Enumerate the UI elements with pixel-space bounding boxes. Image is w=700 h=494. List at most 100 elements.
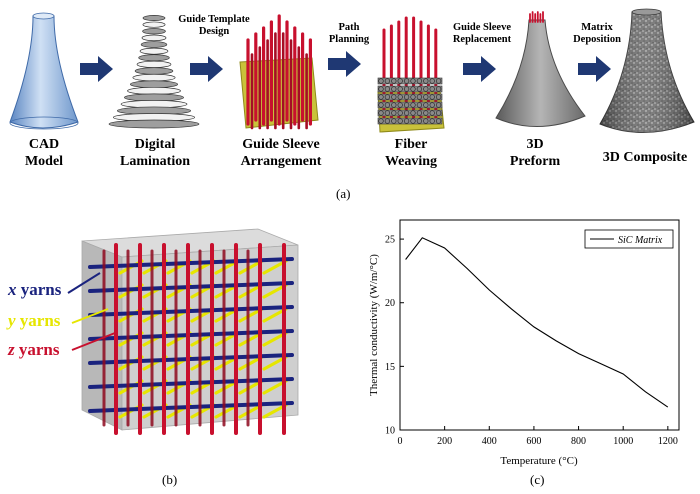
x-yarns-label: x yarns (8, 280, 62, 299)
x-tick-label: 800 (571, 436, 586, 447)
stage-label-3d-composite: 3D Composite (602, 150, 688, 165)
stage-label-digital-lamination: Digital Lamination (119, 137, 190, 169)
fiber-loop (435, 78, 442, 84)
lamination-slice (129, 80, 179, 89)
fiber-loop (397, 86, 403, 92)
fiber-loop (423, 94, 429, 100)
arrow-2-icon (190, 56, 223, 82)
woven-fiber-layer (377, 109, 443, 117)
fiber-loop (429, 110, 435, 116)
y-tick-label: 25 (385, 235, 395, 246)
fiber-loop (435, 94, 442, 100)
fiber-loop (397, 94, 403, 100)
woven-fiber-layer (377, 117, 443, 125)
fiber-loop (410, 118, 416, 124)
fiber-loop (435, 110, 442, 116)
arrow-1-icon (80, 56, 113, 82)
series-line-sic-matrix (405, 237, 669, 408)
fiber-loop (423, 118, 429, 124)
step-label-guide-template-design: Guide Template Design (178, 14, 250, 37)
fiber-loop (423, 86, 429, 92)
fiber-loop (391, 78, 397, 84)
lamination-slice (139, 47, 169, 55)
fiber-loop (403, 102, 410, 108)
fiber-loop (397, 78, 403, 84)
fiber-loop (378, 110, 384, 116)
fiber-loop (416, 118, 423, 124)
lamination-slice (138, 54, 170, 62)
fiber-loop (384, 78, 391, 84)
panel-a-label: (a) (336, 186, 351, 201)
fiber-loop (429, 118, 435, 124)
fiber-loop (410, 102, 416, 108)
guide-sleeve-arrangement-shape (239, 14, 319, 130)
fiber-loop (429, 86, 435, 92)
arrow-5-icon (578, 56, 611, 82)
x-tick-label: 1200 (658, 436, 678, 447)
step-label-guide-sleeve-replacement: Guide Sleeve Replacement (452, 22, 512, 45)
y-yarns-label: y yarns (8, 311, 61, 330)
fiber-loop (410, 94, 416, 100)
fiber-loop (403, 118, 410, 124)
panel-b-label: (b) (162, 472, 178, 487)
fiber-loop (397, 102, 403, 108)
lamination-slice (108, 119, 200, 129)
fiber-loop (378, 78, 384, 84)
y-axis-label: Thermal conductivity (W/m/°C) (368, 254, 380, 396)
3d-composite-shape (599, 8, 695, 133)
x-tick-label: 200 (437, 436, 452, 447)
legend: SiC Matrix (584, 229, 674, 249)
lamination-slice (132, 73, 176, 82)
fiber-loop (416, 86, 423, 92)
fiber-loop (416, 102, 423, 108)
fiber-loop (391, 110, 397, 116)
step-label-path-planning: Path Planning (328, 22, 370, 45)
lamination-slice (142, 15, 166, 21)
y-tick-label: 15 (385, 362, 395, 373)
stage-label-cad-model: CAD Model (24, 137, 64, 169)
z-yarns-label: z yarns (8, 340, 60, 359)
fiber-loop (410, 86, 416, 92)
x-yarns-leader (67, 272, 101, 294)
fiber-loop (391, 102, 397, 108)
fiber-loop (397, 118, 403, 124)
thermal-conductivity-chart: 0 200 400 600 800 1000 1200 10 15 20 25 SiC Matrix… (368, 219, 680, 467)
y-tick-label: 10 (385, 426, 395, 437)
lamination-slice (127, 86, 181, 95)
panel-a-graphics (9, 8, 695, 133)
arrow-3-icon (328, 51, 361, 77)
fiber-loop (435, 118, 442, 124)
legend-label: SiC Matrix (618, 235, 663, 246)
fiber-loop (403, 110, 410, 116)
fiber-loop (391, 86, 397, 92)
fiber-loop (391, 94, 397, 100)
cad-model-shape (9, 12, 79, 130)
fiber-loop (429, 94, 435, 100)
fiber-loop (423, 78, 429, 84)
x-axis-label: Temperature (°C) (500, 455, 578, 467)
fiber-loop (403, 78, 410, 84)
fiber-loop (378, 86, 384, 92)
z-yarns-leader (71, 332, 116, 351)
stage-label-3d-preform: 3D Preform (509, 137, 561, 169)
fiber-loop (416, 78, 423, 84)
panel-c-label: (c) (530, 472, 545, 487)
stage-label-guide-sleeve-arrangement: Guide Sleeve Arrangement (240, 137, 322, 169)
fiber-loop (384, 118, 391, 124)
fiber-loop (391, 118, 397, 124)
fiber-loop (429, 78, 435, 84)
woven-fiber-layer (377, 85, 443, 93)
woven-fiber-layer (377, 93, 443, 101)
y-yarns-leader (71, 308, 109, 324)
lamination-slice (142, 21, 166, 28)
fiber-loop (384, 110, 391, 116)
x-tick-label: 0 (398, 436, 403, 447)
fiber-loop (384, 102, 391, 108)
lamination-slice (141, 34, 167, 42)
fiber-loop (397, 110, 403, 116)
lamination-slice (140, 41, 168, 48)
fiber-loop (416, 110, 423, 116)
fiber-loop (378, 94, 384, 100)
fiber-loop (423, 102, 429, 108)
fiber-loop (416, 94, 423, 100)
